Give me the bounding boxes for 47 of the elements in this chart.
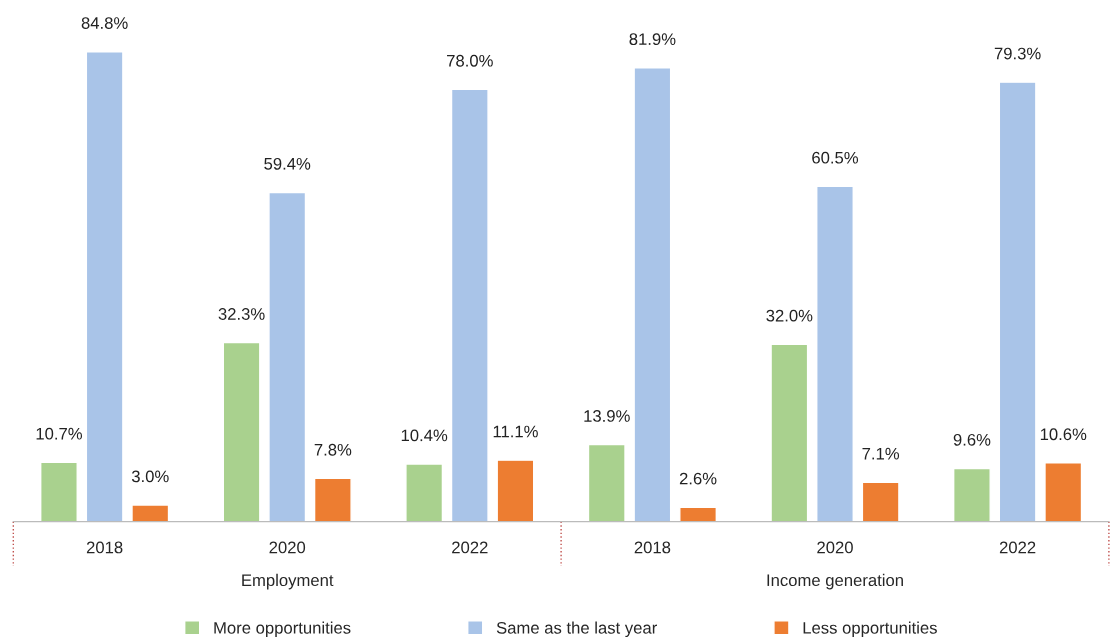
bar — [131, 504, 170, 522]
bar — [40, 461, 78, 522]
bar — [952, 467, 991, 522]
text: Income generation — [767, 573, 903, 590]
data-label: 9.6% — [953, 433, 991, 446]
bar — [496, 459, 535, 522]
legend-label: Less opportunities — [803, 621, 937, 638]
data-label: 32.3% — [218, 308, 265, 320]
x-tick-label: 2020 — [817, 541, 853, 554]
data-label: 84.8% — [81, 17, 128, 29]
x-tick-label: 2018 — [86, 541, 123, 554]
data-label: 81.9% — [629, 33, 676, 46]
data-label: 7.8% — [314, 443, 352, 456]
bar — [816, 185, 854, 522]
data-label: 11.1% — [493, 425, 538, 438]
data-label: 10.7% — [36, 427, 83, 440]
bar — [998, 81, 1037, 522]
x-tick-label: 2018 — [634, 541, 671, 554]
legend-label: Same as the last year — [496, 621, 657, 638]
bar — [770, 343, 809, 522]
data-label: 79.3% — [994, 47, 1041, 60]
legend-label: More opportunities — [214, 621, 351, 638]
bar — [633, 67, 672, 522]
x-tick-label: 2022 — [999, 541, 1036, 554]
bar — [450, 88, 489, 522]
bar — [313, 477, 352, 522]
data-label: 13.9% — [584, 410, 630, 422]
bar — [222, 341, 261, 522]
text: Employment — [242, 573, 334, 590]
data-label: 7.1% — [862, 447, 900, 460]
bar — [1044, 462, 1083, 522]
data-label: 32.0% — [766, 309, 813, 322]
data-label: 10.6% — [1040, 428, 1087, 441]
bar — [587, 443, 626, 522]
data-label: 78.0% — [447, 54, 493, 67]
data-label: 60.5% — [812, 151, 859, 164]
bar — [679, 506, 718, 522]
bar — [268, 191, 307, 522]
data-label: 59.4% — [264, 157, 311, 170]
bar — [85, 50, 124, 522]
bar — [405, 463, 444, 522]
x-tick-label: 2022 — [452, 541, 488, 554]
bar — [861, 481, 900, 522]
data-label: 3.0% — [131, 470, 169, 483]
data-label: 10.4% — [401, 429, 448, 442]
data-label: 2.6% — [679, 472, 717, 485]
x-tick-label: 2020 — [269, 541, 306, 554]
